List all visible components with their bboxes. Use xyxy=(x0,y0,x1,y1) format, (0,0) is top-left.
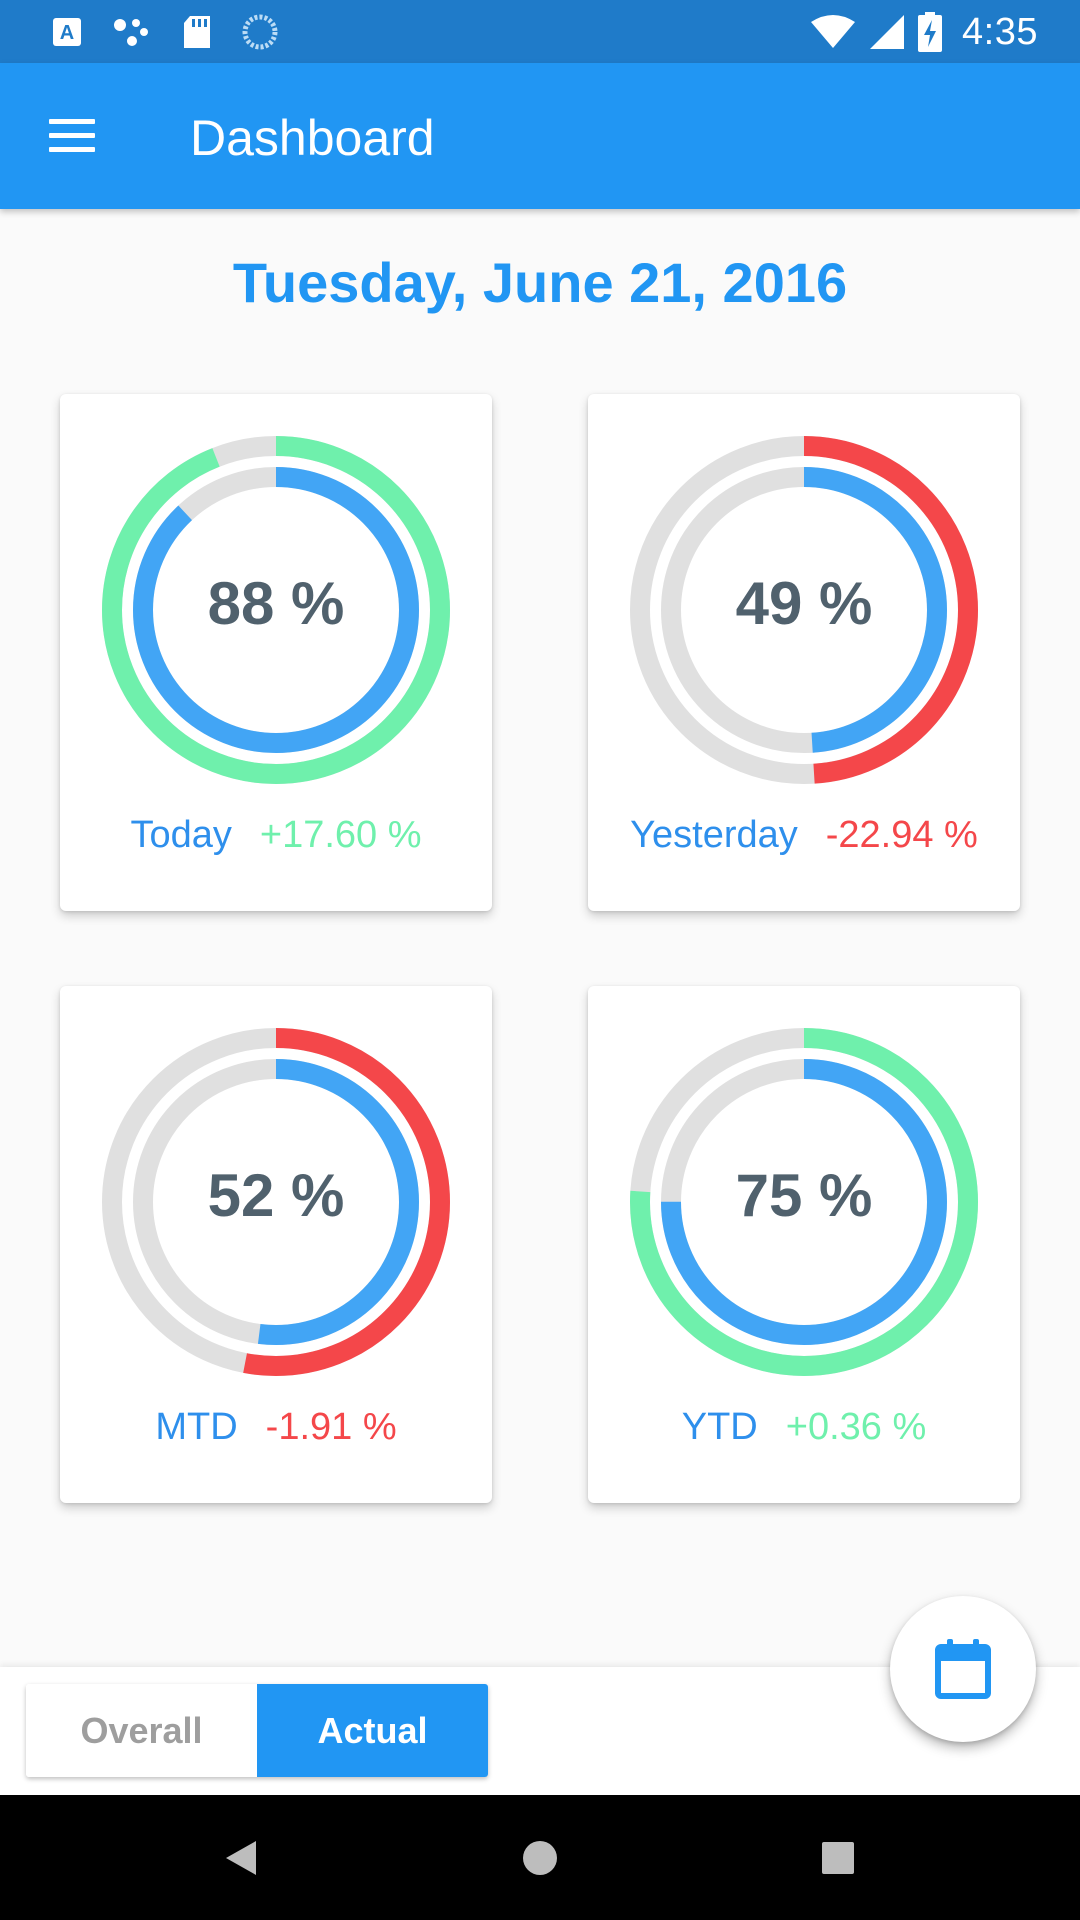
outer-progress-arc xyxy=(630,1028,978,1376)
home-icon[interactable] xyxy=(513,1831,567,1885)
keyboard-icon: A xyxy=(53,18,81,46)
signal-icon xyxy=(870,15,905,49)
change-value: +0.36 % xyxy=(785,1406,927,1448)
toggle-overall[interactable]: Overall xyxy=(26,1684,257,1777)
progress-ring xyxy=(102,436,450,784)
percent-value: 75 % xyxy=(735,1162,873,1229)
back-icon[interactable] xyxy=(214,1831,268,1885)
inner-progress-arc xyxy=(133,467,419,753)
period-label: YTD xyxy=(681,1406,758,1448)
card-ytd[interactable]: 75 % YTD +0.36 % xyxy=(588,986,1020,1503)
progress-ring xyxy=(630,436,978,784)
card-yesterday[interactable]: 49 % Yesterday -22.94 % xyxy=(588,394,1020,911)
percent-value: 88 % xyxy=(207,570,345,637)
calendar-icon xyxy=(935,1639,991,1699)
change-value: +17.60 % xyxy=(259,814,422,856)
percent-value: 49 % xyxy=(735,570,873,637)
inner-progress-arc xyxy=(661,1059,947,1345)
status-time: 4:35 xyxy=(962,10,1038,53)
change-value: -1.91 % xyxy=(265,1406,397,1448)
system-nav-bar xyxy=(0,1795,1080,1920)
inner-progress-arc xyxy=(133,1059,419,1345)
recents-icon[interactable] xyxy=(811,1831,865,1885)
status-bar: A 4:35 xyxy=(0,0,1080,63)
outer-progress-arc xyxy=(102,1028,450,1376)
percent-value: 52 % xyxy=(207,1162,345,1229)
calendar-fab[interactable] xyxy=(890,1596,1036,1742)
progress-ring xyxy=(630,1028,978,1376)
wifi-icon xyxy=(811,15,856,48)
view-toggle: Overall Actual xyxy=(26,1684,488,1777)
inner-progress-arc xyxy=(661,467,947,753)
sync-icon xyxy=(242,14,278,50)
toggle-actual[interactable]: Actual xyxy=(257,1684,488,1777)
progress-ring xyxy=(102,1028,450,1376)
sd-card-icon xyxy=(184,16,210,48)
battery-charging-icon xyxy=(918,12,943,52)
period-label: Yesterday xyxy=(630,814,798,856)
page-title: Dashboard xyxy=(190,110,435,166)
svg-text:A: A xyxy=(60,22,74,44)
outer-progress-arc xyxy=(630,436,978,784)
dots-icon xyxy=(114,19,148,46)
hamburger-menu-icon[interactable] xyxy=(42,113,102,159)
app-bar: Dashboard xyxy=(0,63,1080,209)
card-mtd[interactable]: 52 % MTD -1.91 % xyxy=(60,986,492,1503)
outer-progress-arc xyxy=(102,436,450,784)
period-label: MTD xyxy=(155,1406,238,1448)
date-heading: Tuesday, June 21, 2016 xyxy=(232,251,848,314)
change-value: -22.94 % xyxy=(825,814,978,856)
card-today[interactable]: 88 % Today +17.60 % xyxy=(60,394,492,911)
period-label: Today xyxy=(130,814,232,856)
